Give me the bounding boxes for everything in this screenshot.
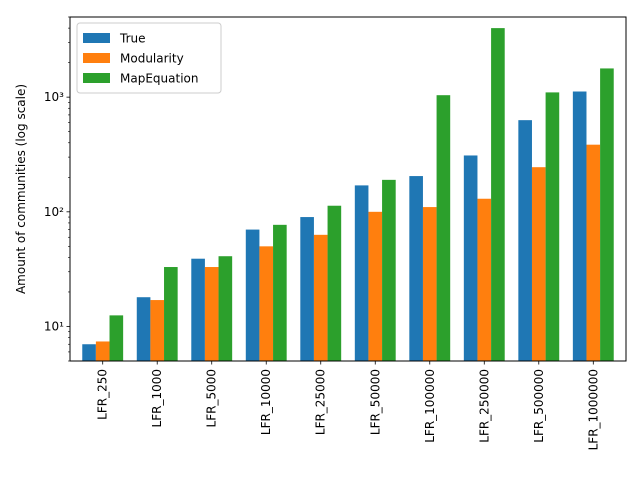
legend-label: MapEquation [120,72,198,86]
bar-modularity [204,267,219,361]
bar-mapequation [164,267,178,361]
bar-true [300,217,314,361]
x-tick-label: LFR_100000 [423,369,437,443]
bar-modularity [586,144,601,361]
bar-true [572,91,587,362]
bar-modularity [531,167,546,361]
x-axis: LFR_250 LFR_1000 LFR_5000 LFR_10000 LFR_2500… [96,361,600,450]
legend-swatch-mapequation [83,73,110,83]
bar-true [354,185,369,361]
bar-mapequation [109,315,124,361]
bar-mapequation [436,95,451,361]
y-tick-label: 10¹ [44,319,64,333]
bar-true [409,176,423,361]
bar-mapequation [382,179,396,361]
x-tick-label: LFR_250 [96,369,110,420]
legend-box [76,22,222,94]
bar-modularity [313,234,328,361]
bar-mapequation [218,256,233,361]
bar-mapequation [327,205,342,361]
bar-modularity [477,198,492,361]
x-tick-label: LFR_500000 [532,369,546,443]
bar-modularity [259,246,274,361]
bar-true [82,344,96,361]
legend-label: Modularity [120,52,184,66]
bar-modularity [368,211,383,361]
bar-true [463,155,478,361]
x-tick-label: LFR_10000 [259,369,273,435]
bar-modularity [422,207,437,361]
legend-swatch-modularity [83,53,110,63]
bar-mapequation [491,28,505,362]
x-tick-label: LFR_25000 [314,369,328,435]
plot-frame [69,16,627,362]
x-tick-label: LFR_50000 [368,369,382,435]
bar-mapequation [545,92,560,362]
bar-true [136,297,151,361]
bar-true [245,229,260,361]
y-tick-label: 10³ [44,90,64,104]
y-axis: 10¹ 10² 10³ [44,16,70,362]
legend-label: True [119,32,146,46]
bar-modularity [150,300,165,361]
x-tick-label: LFR_250000 [477,369,491,443]
bar-mapequation [600,68,614,362]
bar-modularity [95,341,110,361]
y-axis-label: Amount of communities (log scale) [14,84,28,294]
x-tick-label: LFR_1000 [150,369,164,427]
bar-true [191,258,205,361]
legend-swatch-true [83,33,110,43]
x-tick-label: LFR_1000000 [586,369,600,450]
legend: True Modularity MapEquation [76,22,222,94]
bars-layer [82,28,614,362]
y-tick-label: 10² [44,205,64,219]
bar-mapequation [273,224,287,361]
x-tick-label: LFR_5000 [205,369,219,427]
bar-true [518,120,532,362]
